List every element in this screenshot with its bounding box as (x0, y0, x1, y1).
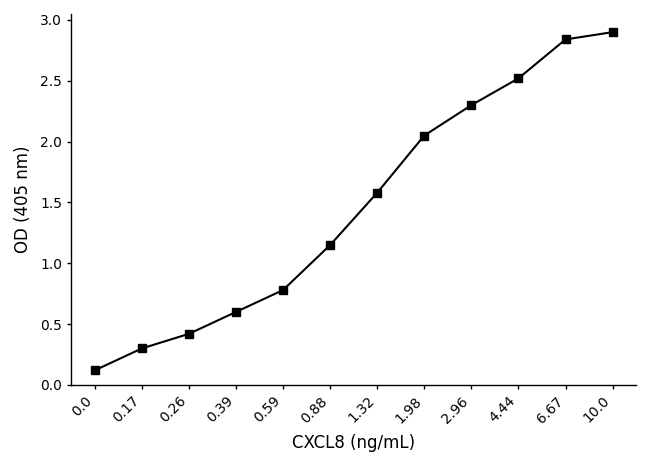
X-axis label: CXCL8 (ng/mL): CXCL8 (ng/mL) (292, 434, 415, 452)
Y-axis label: OD (405 nm): OD (405 nm) (14, 146, 32, 253)
